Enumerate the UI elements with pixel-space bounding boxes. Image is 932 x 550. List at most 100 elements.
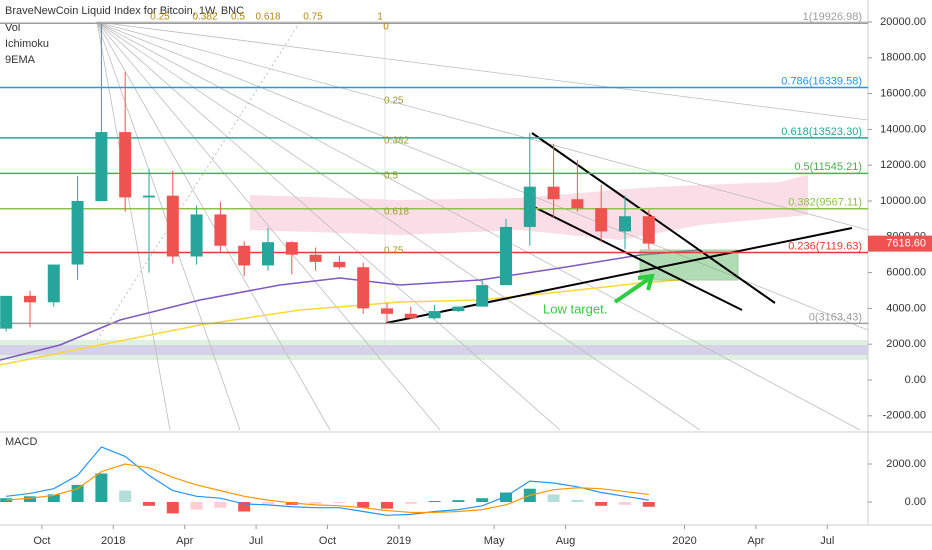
fan-label: 0.5 [231, 12, 245, 23]
x-tick-label: 2019 [387, 535, 411, 547]
macd-bar [261, 502, 274, 504]
pane-title: MACD [5, 436, 37, 448]
fan-label: 0.5 [384, 171, 398, 182]
candle-body [71, 200, 84, 265]
candle-body [309, 254, 322, 262]
fan-label: 0.75 [303, 12, 323, 23]
macd-bar [214, 502, 227, 508]
candle-body [23, 295, 36, 303]
candle-body [261, 242, 274, 266]
macd-bar [357, 502, 370, 508]
y-tick-label: 4000.00 [886, 302, 926, 314]
candle-body [0, 295, 13, 329]
macd-bar [452, 500, 465, 503]
candle-body [166, 195, 179, 257]
y-tick-label: 2000.00 [886, 338, 926, 350]
fan-lines [96, 21, 869, 431]
x-tick-label: Aug [556, 535, 576, 547]
candle-body [523, 186, 536, 227]
candle-body [357, 267, 370, 309]
y-tick-label: 16000.00 [880, 88, 926, 100]
x-tick-label: May [484, 535, 505, 547]
candle-body [142, 195, 155, 198]
macd-bar [47, 494, 60, 503]
y-tick-label: 2000.00 [886, 458, 926, 470]
macd-bar [380, 502, 393, 509]
macd-bar [595, 502, 608, 506]
y-tick-label: 10000.00 [880, 195, 926, 207]
candle-body [285, 242, 298, 255]
macd-bar [476, 498, 489, 503]
candle-body [95, 132, 108, 201]
macd-bar [428, 501, 441, 503]
candle-body [452, 306, 465, 312]
macd-bar [642, 502, 655, 507]
candle-body [618, 216, 631, 232]
macd-bar [71, 484, 84, 503]
fib-label: 0(3163.43) [809, 311, 862, 323]
macd-bar [190, 502, 203, 510]
indicator-label: Ichimoku [5, 38, 49, 50]
x-tick-label: Apr [176, 535, 193, 547]
x-tick-label: 2020 [672, 535, 696, 547]
fan-label: 0.382 [192, 12, 217, 23]
x-tick-label: Oct [319, 535, 336, 547]
candle-body [428, 311, 441, 319]
candle-body [47, 264, 60, 303]
candle-body [214, 214, 227, 246]
y-tick-label: 20000.00 [880, 16, 926, 28]
candle-body [571, 199, 584, 209]
candle-body [404, 313, 417, 319]
fan-label: 0.25 [150, 12, 170, 23]
macd-bar [142, 502, 155, 506]
fan-label: 0.618 [255, 12, 280, 23]
macd-bar [571, 500, 584, 503]
candle-body [547, 186, 560, 200]
fan-label: 0 [383, 22, 389, 33]
fib-label: 1(19926.98) [803, 11, 862, 23]
macd-bar [309, 502, 322, 504]
arrow [613, 273, 655, 304]
candle-body [595, 208, 608, 232]
candle-body [499, 226, 512, 286]
y-tick-label: 12000.00 [880, 159, 926, 171]
macd-bar [166, 502, 179, 514]
candle-body [476, 285, 489, 307]
macd-bar [547, 494, 560, 503]
macd-bar [23, 496, 36, 503]
x-tick-label: Jul [820, 535, 834, 547]
macd-bar [95, 473, 108, 503]
fib-label: 0.236(7119.63) [788, 240, 862, 252]
y-tick-label: 0.00 [905, 496, 926, 508]
macd-line [6, 446, 649, 516]
chart-title: BraveNewCoin Liquid Index for Bitcoin, 1… [5, 5, 244, 17]
fan-label: 0.618 [384, 207, 409, 218]
candle-body [190, 214, 203, 257]
y-tick-label: 18000.00 [880, 52, 926, 64]
candle-body [333, 261, 346, 268]
x-tick-label: Oct [33, 535, 50, 547]
macd-bar [404, 502, 417, 504]
macd-bar [119, 490, 132, 503]
trend-line [529, 204, 743, 311]
signal-line [6, 463, 649, 514]
x-tick-label: 2018 [101, 535, 125, 547]
fib-label: 0.5(11545.21) [794, 161, 862, 173]
moving-average [0, 279, 681, 366]
fan-label: 0.25 [384, 96, 404, 107]
y-tick-label: -2000.00 [883, 410, 926, 422]
macd-bar [238, 502, 251, 512]
fan-label: 0.382 [384, 136, 409, 147]
y-tick-label: 6000.00 [886, 267, 926, 279]
price-tag-label: 7618.60 [886, 238, 926, 250]
annotation: Low target. [543, 301, 607, 316]
band [0, 345, 868, 355]
candle-body [380, 308, 393, 314]
fib-label: 0.618(13523.30) [781, 126, 862, 138]
fib-label: 0.786(16339.58) [781, 75, 862, 87]
indicator-label: 9EMA [5, 54, 36, 66]
macd-bar [333, 502, 346, 504]
x-tick-label: Jul [249, 535, 263, 547]
indicator-label: Vol [5, 22, 20, 34]
